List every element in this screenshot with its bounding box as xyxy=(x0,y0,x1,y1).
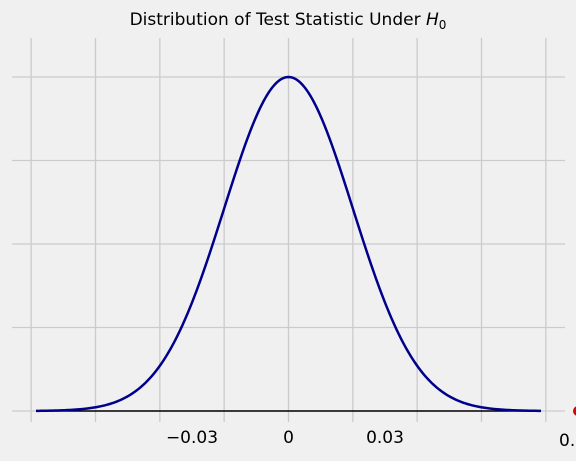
x-tick-labels: −0.03 0 0.03 0.09 xyxy=(166,428,576,451)
density-curve xyxy=(35,75,542,413)
chart-title: Distribution of Test Statistic Under H0 xyxy=(130,10,447,32)
x-tick-label: −0.03 xyxy=(166,428,218,448)
chart-title-math-symbol: H xyxy=(426,10,439,30)
observed-statistic-point xyxy=(572,406,576,416)
x-tick-label: 0.03 xyxy=(366,428,404,448)
chart-title-text: Distribution of Test Statistic Under xyxy=(130,10,426,30)
grid xyxy=(12,38,565,422)
x-tick-label: 0 xyxy=(283,428,294,448)
chart-title-math-subscript: 0 xyxy=(439,18,447,32)
x-tick-label: 0.09 xyxy=(559,431,576,451)
